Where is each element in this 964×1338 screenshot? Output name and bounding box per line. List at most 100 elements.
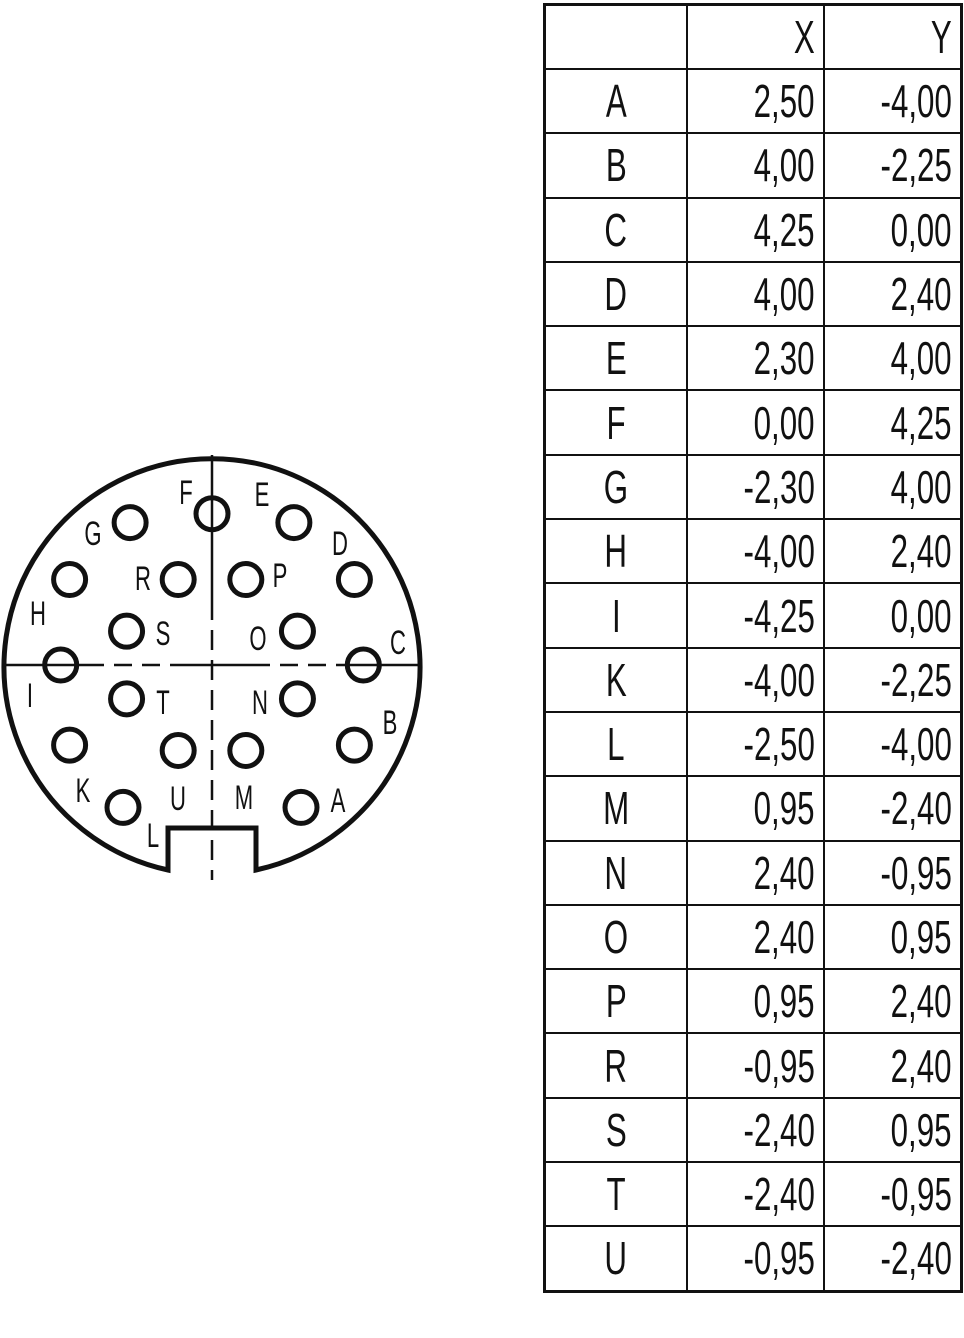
x-value: -4,00 [743,653,815,706]
pin-label: H [604,525,628,578]
y-value: 0,00 [891,203,952,256]
table-row: R -0,95 2,40 [543,1032,963,1099]
y-value: 2,40 [891,975,952,1028]
table-row: L -2,50 -4,00 [543,710,963,778]
pin-label-F: F [179,474,192,512]
y-value: -2,25 [880,653,952,706]
x-value: -2,40 [743,1103,815,1156]
pin-label: S [605,1103,627,1156]
pin-label-A: A [331,782,346,820]
x-value: 2,40 [754,846,815,899]
pin-P [227,561,265,599]
pin-H [51,561,89,599]
y-value: -0,95 [880,1168,952,1221]
pin-label: K [605,653,627,706]
table-row: B 4,00 -2,25 [543,132,963,199]
pin-label: D [604,268,628,321]
pin-label: N [604,846,628,899]
y-value: 4,00 [891,460,952,513]
y-value: 4,00 [891,332,952,385]
pin-T [108,680,146,718]
pin-label: A [605,75,627,128]
pin-label: B [605,139,627,192]
x-value: -4,00 [743,525,815,578]
y-value: 4,25 [891,396,952,449]
pin-label-K: K [76,772,91,810]
pin-label: E [605,332,627,385]
x-value: 4,00 [754,139,815,192]
pin-O [278,612,316,650]
pin-label-N: N [252,684,268,722]
x-value: -0,95 [743,1039,815,1092]
y-value: 2,40 [891,1039,952,1092]
table-row: S -2,40 0,95 [543,1096,963,1164]
table-row: U -0,95 -2,40 [543,1225,963,1293]
pin-label-L: L [147,817,159,855]
pin-label-D: D [332,525,348,563]
pin-label: T [606,1168,626,1221]
table-row: D 4,00 2,40 [543,260,963,328]
table-row: M 0,95 -2,40 [543,775,963,842]
y-value: -4,00 [880,718,952,771]
y-value: -0,95 [880,846,952,899]
table-row: G -2,30 4,00 [543,453,963,521]
y-value: -2,40 [880,782,952,835]
table-row: C 4,25 0,00 [543,196,963,263]
x-value: 0,00 [754,396,815,449]
table-row: I -4,25 0,00 [543,582,963,649]
connector-pinout-diagram: A B C D E F G H I K L M NOP RST U [1,455,423,880]
pin-label: P [605,975,627,1028]
x-value: 2,40 [754,911,815,963]
pin-B [335,726,373,764]
pin-coordinate-table: X Y A 2,50 -4,00 B 4,00 -2,25 C 4,25 0,00 D 4,00 2,… [543,3,963,1293]
x-value: -0,95 [743,1232,815,1285]
header-y: Y [931,11,952,63]
connector-outline [1,456,423,874]
table-row: H -4,00 2,40 [543,518,963,585]
pin-label-P: P [273,557,288,595]
pin-M [227,731,265,769]
pin-label: L [607,718,625,771]
pin-label-B: B [383,704,398,742]
pin-label-O: O [249,620,266,658]
x-value: -2,40 [743,1168,815,1221]
x-value: -4,25 [743,589,815,642]
y-value: 0,00 [891,589,952,642]
pin-label: R [604,1039,628,1092]
y-value: 0,95 [891,911,952,963]
pin-G [111,504,149,542]
pin-label: C [604,203,628,256]
pin-N [278,680,316,718]
x-value: 2,30 [754,332,815,385]
pin-E [275,504,313,542]
pin-L [104,788,142,826]
pin-D [335,561,373,599]
pin-label-S: S [156,615,171,653]
table-row: O 2,40 0,95 [543,903,963,971]
x-value: 4,25 [754,203,815,256]
pin-label-I: I [27,677,33,715]
pin-label: M [602,782,630,835]
pin-label: F [606,396,626,449]
y-value: 2,40 [891,268,952,321]
pin-label-H: H [30,595,46,633]
header-x: X [794,11,815,63]
y-value: 0,95 [891,1103,952,1156]
table-row: A 2,50 -4,00 [543,67,963,135]
pin-U [159,731,197,769]
table-row: P 0,95 2,40 [543,968,963,1035]
pin-label: O [603,911,629,963]
pin-label-E: E [255,476,270,514]
pin-label-T: T [156,684,169,722]
pin-A [282,788,320,826]
table-row: T -2,40 -0,95 [543,1161,963,1228]
x-value: 2,50 [754,75,815,128]
x-value: 4,00 [754,268,815,321]
y-value: -2,40 [880,1232,952,1285]
x-value: 0,95 [754,975,815,1028]
x-value: 0,95 [754,782,815,835]
pin-label: U [604,1232,628,1285]
table-row: F 0,00 4,25 [543,389,963,456]
y-value: -4,00 [880,75,952,128]
x-value: -2,50 [743,718,815,771]
